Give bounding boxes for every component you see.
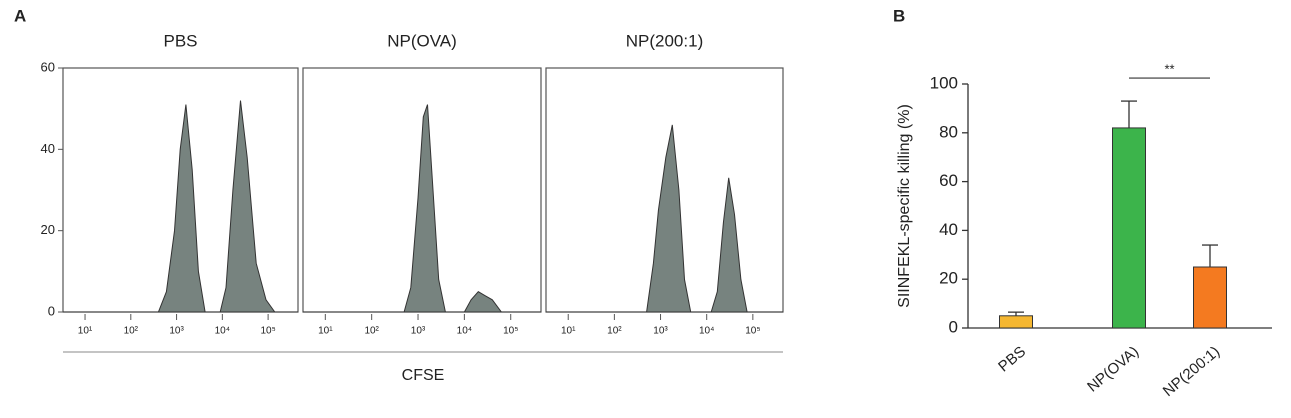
x-tick-label: NP(200:1) [1160, 343, 1223, 400]
x-tick-label: 10⁴ [699, 326, 714, 337]
panel-title: NP(OVA) [387, 31, 457, 50]
x-tick-label: 10³ [169, 326, 184, 337]
x-tick-label: NP(OVA) [1084, 343, 1142, 395]
histogram-area [303, 104, 541, 313]
y-tick-label: 40 [939, 220, 958, 239]
panel-title: PBS [163, 31, 197, 50]
x-tick-label: 10⁵ [503, 326, 518, 337]
y-tick-label: 40 [41, 141, 55, 156]
y-axis-label: SIINFEKL-specific killing (%) [896, 104, 913, 308]
x-tick-label: PBS [995, 343, 1029, 375]
x-tick-label: 10⁴ [457, 326, 472, 337]
x-tick-label: 10³ [411, 326, 426, 337]
histogram-area [546, 124, 783, 313]
y-tick-label: 0 [48, 303, 55, 318]
bar [1193, 266, 1227, 329]
y-tick-label: 20 [41, 222, 55, 237]
y-tick-label: 60 [939, 171, 958, 190]
x-tick-label: 10² [124, 326, 139, 337]
x-tick-label: 10⁵ [745, 326, 760, 337]
panel-letter: B [893, 6, 905, 25]
x-tick-label: 10⁵ [260, 326, 275, 337]
x-tick-label: 10¹ [78, 326, 93, 337]
x-tick-label: 10² [607, 326, 622, 337]
y-tick-label: 60 [41, 59, 55, 74]
panel-letter: A [14, 6, 26, 25]
panel-title: NP(200:1) [626, 31, 703, 50]
y-tick-label: 100 [930, 73, 958, 92]
histogram-area [63, 100, 298, 313]
y-tick-label: 0 [949, 317, 958, 336]
x-tick-label: 10¹ [318, 326, 333, 337]
x-tick-label: 10¹ [561, 326, 576, 337]
bar [1112, 127, 1146, 329]
x-tick-label: 10³ [653, 326, 668, 337]
bar [999, 315, 1033, 329]
significance-label: ** [1164, 62, 1174, 77]
x-tick-label: 10² [364, 326, 379, 337]
x-axis-label: CFSE [402, 367, 445, 384]
y-tick-label: 20 [939, 269, 958, 288]
x-tick-label: 10⁴ [215, 326, 230, 337]
y-tick-label: 80 [939, 122, 958, 141]
